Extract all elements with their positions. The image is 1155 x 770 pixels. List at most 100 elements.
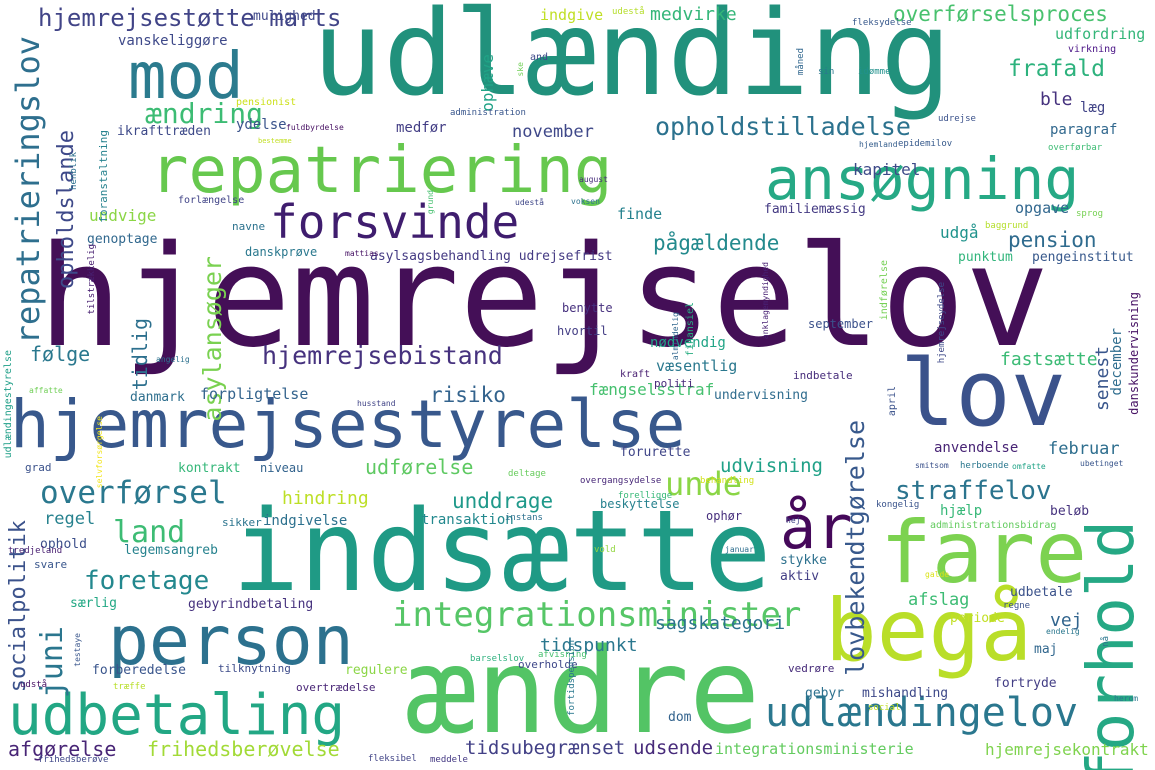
word: overholde [518, 658, 578, 671]
word: angelig [156, 355, 190, 364]
word: selvforsørgelse [95, 416, 104, 489]
word: integrationsministerie [715, 740, 914, 758]
word: lovbekendtgørelse [841, 420, 870, 676]
word: bestemme [258, 137, 292, 145]
word: vanskeliggøre [118, 33, 228, 49]
word: mulighed [253, 9, 316, 24]
word: indgivelse [263, 513, 348, 529]
word: gebyrindbetaling [188, 597, 314, 612]
word: udgå [940, 223, 979, 242]
word: idømme [858, 67, 891, 77]
word: omfatte [1012, 462, 1046, 471]
word: risiko [430, 383, 506, 407]
word: udførelse [365, 455, 474, 479]
word: opgave [1015, 199, 1070, 217]
word: overførsel [40, 475, 227, 511]
word: tidlig [128, 318, 152, 391]
word: forurette [620, 445, 691, 460]
word: særlig [70, 596, 117, 611]
word: transaktion [421, 512, 514, 528]
word: december [1109, 328, 1125, 396]
word: fuldbyrdelse [286, 123, 344, 132]
word: ændre [405, 622, 761, 760]
word: frafald [1008, 56, 1105, 82]
word: pension [1008, 228, 1097, 252]
word: hjemrejsekontrakt [985, 740, 1149, 759]
word: land [113, 515, 186, 550]
word: repatriering [150, 134, 613, 208]
word: medvirke [650, 4, 737, 25]
word: hjemrejseydelse [937, 282, 947, 364]
word: ansøgning [765, 145, 1080, 213]
word: hvortil [557, 324, 608, 338]
word: genoptage [87, 232, 158, 247]
word: ophold [40, 537, 87, 552]
word: tilknytning [218, 662, 291, 675]
word: udlændingestyrelse [3, 350, 14, 459]
word: unddrage [452, 489, 554, 513]
word: afgørelse [8, 737, 117, 761]
word: regne [1003, 601, 1031, 611]
word: almindelig [671, 312, 680, 361]
word: udsende [633, 737, 714, 759]
word: danmark [130, 390, 185, 405]
word: ikrafttræden [117, 124, 211, 139]
word: nå [1101, 636, 1111, 647]
word: herom [1114, 694, 1139, 703]
word: social [868, 703, 901, 713]
word: ydelse [236, 117, 287, 133]
word: legemsangreb [124, 543, 218, 558]
word: vej [1050, 610, 1083, 631]
word: politi [654, 377, 694, 390]
word: finde [617, 205, 663, 223]
word: udrejse [938, 114, 976, 124]
word: person [108, 602, 354, 681]
word: smitsom [915, 461, 949, 470]
word: behandling [700, 476, 755, 486]
word: mishandling [862, 686, 949, 701]
word: udbetale [1010, 585, 1073, 600]
word: ske [516, 62, 525, 77]
word: mattias [345, 249, 379, 258]
word: vold [594, 545, 616, 555]
word: fortidspension [567, 640, 577, 716]
word: frihedsberøve [38, 755, 109, 765]
word: overgangsydelse [580, 476, 662, 486]
word: indførelse [879, 260, 890, 321]
word: benytte [562, 301, 613, 315]
word: februar [1048, 439, 1120, 459]
word: træffe [113, 682, 146, 692]
word: ophør [706, 509, 743, 523]
word: and [530, 52, 549, 63]
word: virkning [1068, 44, 1117, 55]
word: anvendelse [934, 440, 1019, 456]
word: væsentlig [656, 357, 738, 375]
word: hjemrejsestyrelse [10, 386, 686, 463]
word: pågældende [653, 231, 780, 255]
word: frihedsberøvelse [147, 737, 340, 761]
word: kontrakt [178, 461, 241, 476]
word: år [780, 493, 853, 563]
word: fængselsstraf [589, 380, 715, 399]
word: forlængelse [178, 195, 245, 206]
word: anklagemyndighed [761, 262, 770, 340]
word: lov [900, 340, 1067, 447]
word: administration [450, 108, 526, 118]
word: tidsubegrænset [465, 737, 626, 759]
word: følge [30, 342, 91, 366]
word: repatrieringslov [9, 36, 47, 345]
word: tidspunkt [540, 635, 638, 656]
word: barselslov [470, 654, 525, 664]
word: stykke [780, 553, 827, 568]
word: læg [1080, 100, 1106, 116]
word: instans [505, 513, 543, 523]
word: forhold [1075, 520, 1149, 770]
word: punktum [958, 250, 1013, 265]
word: hjemrejselov [38, 216, 1050, 379]
word: indbetale [793, 369, 853, 382]
word: forsvinde [270, 195, 520, 249]
word: september [808, 317, 874, 331]
word: hindring [282, 488, 369, 509]
word: udlænding [312, 0, 952, 122]
word: fortryde [994, 676, 1057, 691]
